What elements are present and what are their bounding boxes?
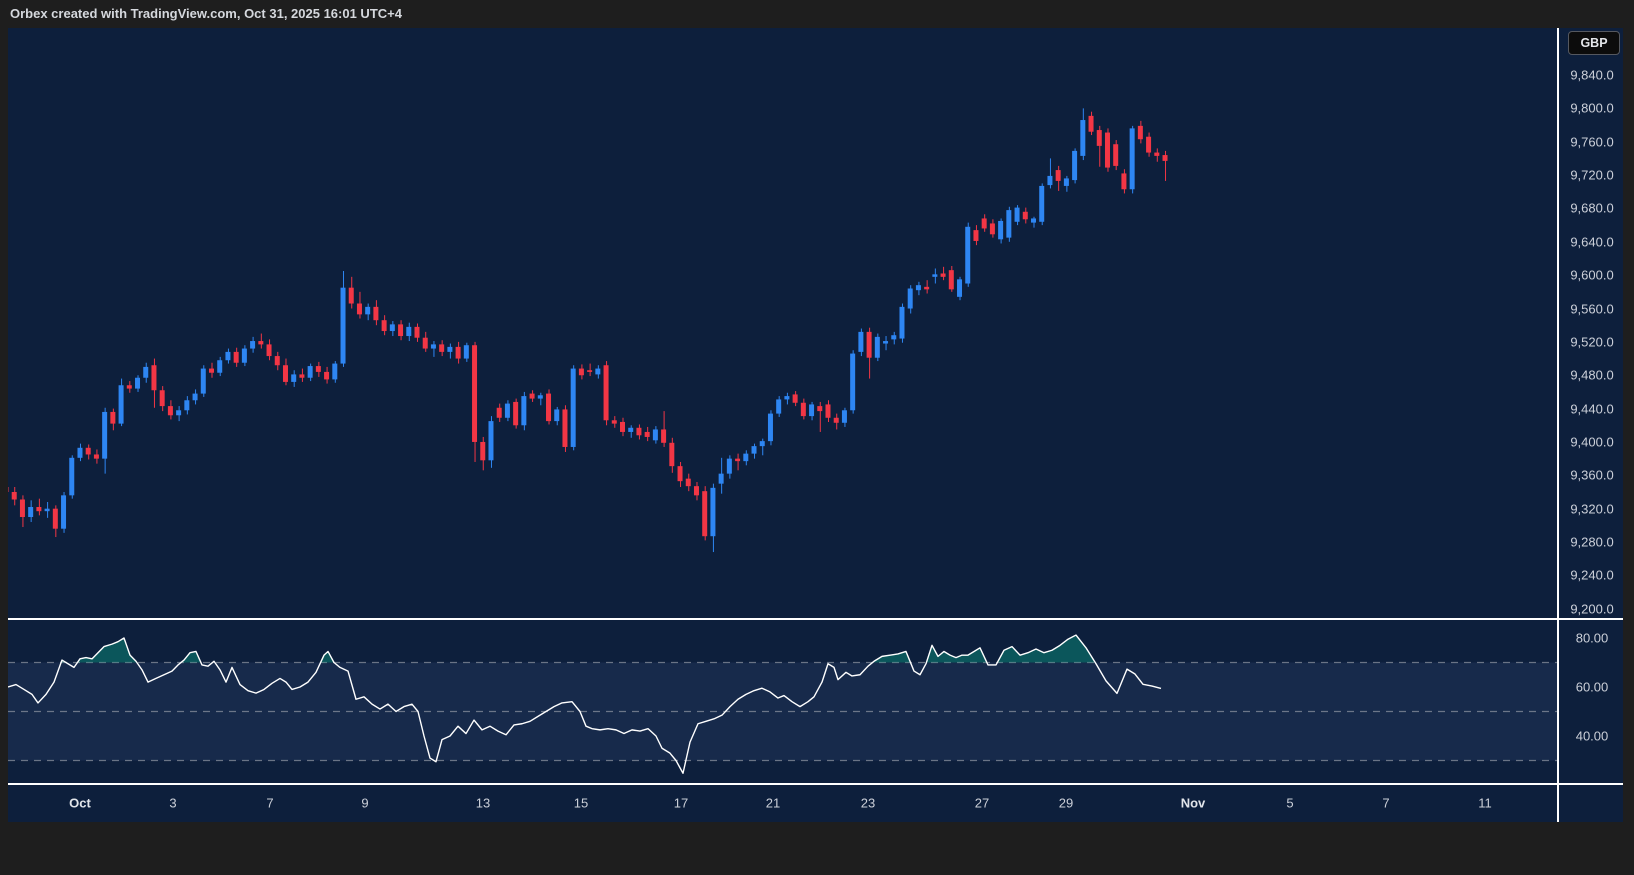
time-axis-label: 7 [266, 795, 274, 811]
price-axis-label: 9,640.0 [1570, 234, 1614, 250]
price-panel-candlestick-chart[interactable] [8, 28, 1557, 619]
time-axis-label: 13 [475, 795, 491, 811]
time-axis-label: 21 [765, 795, 781, 811]
price-axis-label: 9,320.0 [1570, 501, 1614, 517]
time-axis-label: Oct [69, 795, 91, 811]
time-axis-label: 11 [1478, 795, 1492, 811]
price-axis-label: 9,720.0 [1570, 167, 1614, 183]
price-axis-separator [1557, 28, 1559, 822]
time-axis-label: 3 [169, 795, 177, 811]
time-axis-label: 27 [974, 795, 990, 811]
time-axis[interactable]: Oct 3 7 9 13 15 17 21 23 27 29 Nov 5 7 11 [8, 785, 1623, 822]
currency-badge[interactable]: GBP [1568, 31, 1620, 55]
price-axis-label: 9,560.0 [1570, 301, 1614, 317]
time-axis-label: 23 [860, 795, 876, 811]
price-axis-label: 9,520.0 [1570, 334, 1614, 350]
chart-area[interactable]: Oct 3 7 9 13 15 17 21 23 27 29 Nov 5 7 11 9,840.0 9,800… [8, 28, 1623, 822]
panel-divider-rsi-timeline [8, 783, 1623, 785]
time-axis-label: 17 [673, 795, 689, 811]
rsi-axis-label: 60.00 [1575, 679, 1609, 695]
rsi-axis-label: 80.00 [1575, 630, 1609, 646]
panel-divider-price-rsi[interactable] [8, 618, 1623, 620]
price-axis-label: 9,600.0 [1570, 267, 1614, 283]
header-strip: Orbex created with TradingView.com, Oct … [0, 0, 1634, 28]
price-axis-label: 9,440.0 [1570, 401, 1614, 417]
rsi-indicator-panel[interactable] [8, 619, 1557, 783]
price-axis-label: 9,400.0 [1570, 434, 1614, 450]
chart-credit-text: Orbex created with TradingView.com, Oct … [10, 6, 402, 21]
price-axis-label: 9,360.0 [1570, 467, 1614, 483]
price-axis-label: 9,840.0 [1570, 67, 1614, 83]
price-axis-label: 9,680.0 [1570, 200, 1614, 216]
rsi-axis-label: 40.00 [1575, 728, 1609, 744]
time-axis-label: 7 [1382, 795, 1390, 811]
price-axis-label: 9,800.0 [1570, 100, 1614, 116]
price-axis-label: 9,200.0 [1570, 601, 1614, 617]
time-axis-label: Nov [1180, 795, 1206, 811]
price-axis-label: 9,480.0 [1570, 367, 1614, 383]
price-axis-label: 9,240.0 [1570, 567, 1614, 583]
time-axis-label: 9 [361, 795, 369, 811]
price-axis-label: 9,280.0 [1570, 534, 1614, 550]
time-axis-label: 5 [1286, 795, 1294, 811]
price-axis-label: 9,760.0 [1570, 134, 1614, 150]
time-axis-label: 15 [573, 795, 589, 811]
bottom-brand-bar: TradingView [0, 822, 1634, 875]
time-axis-label: 29 [1058, 795, 1074, 811]
price-axis[interactable]: 9,840.0 9,800.0 9,760.0 9,720.0 9,680.0 9,640… [1559, 28, 1623, 822]
